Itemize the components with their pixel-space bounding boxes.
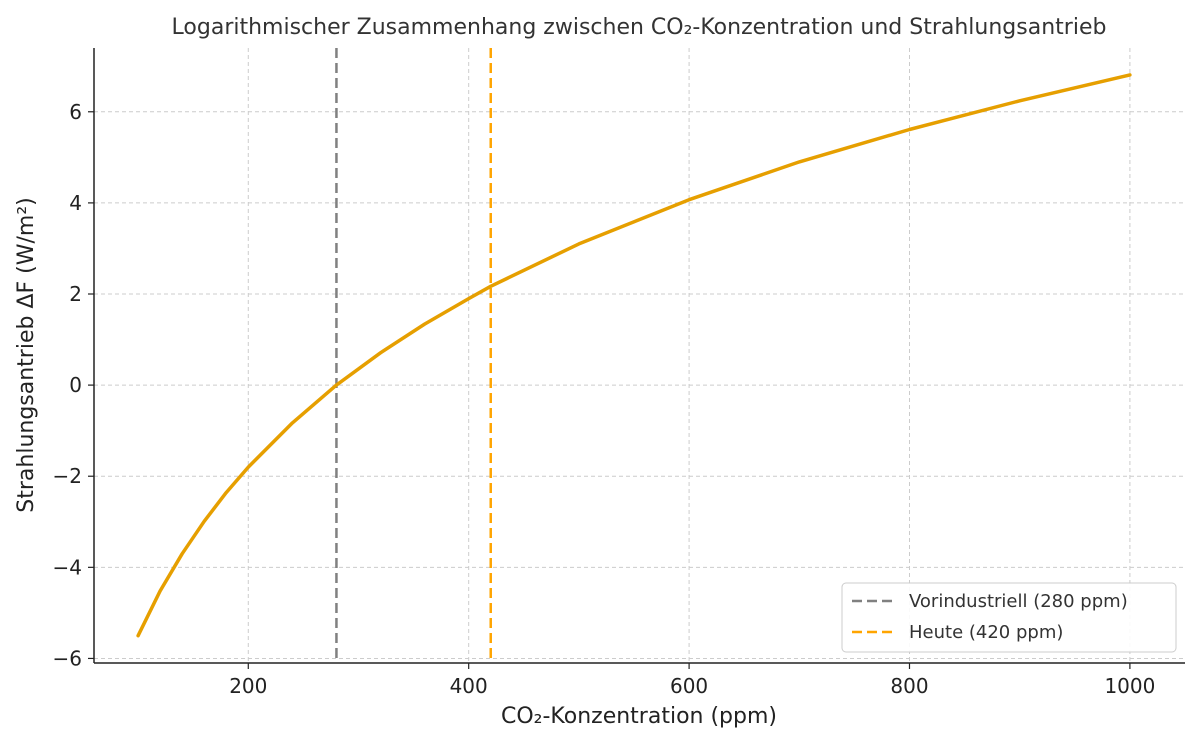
x-tick-label: 800 <box>890 674 928 698</box>
x-ticks: 200 400 600 800 1000 <box>229 663 1155 698</box>
reference-lines <box>335 48 492 663</box>
y-ticks: −6 −4 −2 0 2 4 6 <box>53 100 94 670</box>
y-tick-label: 6 <box>69 100 82 124</box>
legend-label: Heute (420 ppm) <box>909 622 1063 643</box>
y-tick-label: −6 <box>53 646 82 670</box>
x-tick-label: 1000 <box>1104 674 1155 698</box>
chart-title: Logarithmischer Zusammenhang zwischen CO… <box>172 15 1107 40</box>
x-tick-label: 400 <box>450 674 488 698</box>
x-axis-label: CO₂-Konzentration (ppm) <box>501 704 777 729</box>
y-tick-label: 0 <box>69 373 82 397</box>
series-line <box>136 73 1132 638</box>
grid <box>94 48 1185 663</box>
y-axis-label: Strahlungsantrieb ΔF (W/m²) <box>14 197 39 512</box>
legend-label: Vorindustriell (280 ppm) <box>909 591 1128 612</box>
y-tick-label: 4 <box>69 191 82 215</box>
legend: Vorindustriell (280 ppm) Heute (420 ppm) <box>841 582 1177 653</box>
x-tick-label: 600 <box>670 674 708 698</box>
data-series <box>136 73 1132 638</box>
legend-box <box>841 582 1177 653</box>
y-tick-label: −4 <box>53 555 82 579</box>
x-tick-label: 200 <box>229 674 267 698</box>
y-tick-label: 2 <box>69 282 82 306</box>
axes <box>93 48 1185 664</box>
y-tick-label: −2 <box>53 464 82 488</box>
